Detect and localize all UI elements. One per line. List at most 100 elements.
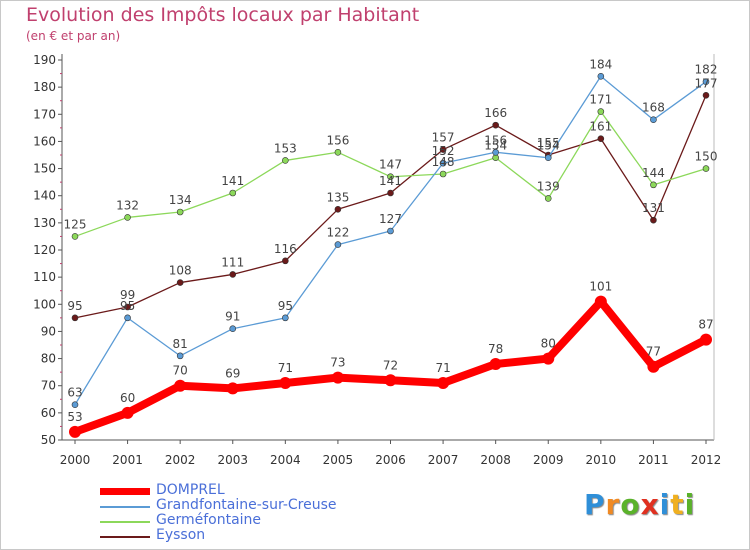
- data-point: [334, 205, 342, 213]
- data-label: 141: [379, 174, 402, 188]
- y-tick-label: 180: [33, 80, 56, 94]
- axes: 50 60 70 80 90 100 110 120 130 140 150 160 170 180 190…: [33, 53, 721, 467]
- data-point: [439, 146, 447, 153]
- data-label: 53: [67, 410, 82, 424]
- data-label: 87: [698, 318, 713, 332]
- data-point: [334, 148, 342, 156]
- data-point: [124, 303, 131, 311]
- y-tick-label: 60: [41, 406, 56, 420]
- x-tick-label: 2004: [270, 453, 301, 467]
- data-point: [71, 401, 79, 409]
- data-label: 63: [67, 386, 82, 400]
- data-labels: 9599108111116135141157166155161131177125…: [64, 57, 718, 424]
- data-point: [542, 352, 555, 365]
- logo-letter: r: [605, 488, 621, 521]
- data-point: [544, 195, 552, 202]
- data-label: 139: [537, 179, 560, 193]
- data-label: 80: [541, 337, 556, 351]
- data-point: [650, 116, 657, 124]
- x-tick-label: 2010: [586, 453, 617, 467]
- legend-label: DOMPREL: [156, 482, 225, 498]
- data-point: [176, 352, 184, 360]
- proxiti-logo: Proxiti: [584, 488, 695, 521]
- data-label: 60: [120, 391, 135, 405]
- data-label: 95: [67, 299, 82, 313]
- data-point: [594, 295, 607, 308]
- data-label: 161: [589, 120, 612, 134]
- data-label: 111: [221, 255, 244, 269]
- series-lines: [69, 72, 712, 438]
- data-point: [597, 135, 605, 143]
- y-tick-label: 130: [33, 216, 56, 230]
- data-point: [176, 208, 184, 216]
- legend-label: Eysson: [156, 527, 206, 543]
- y-tick-label: 70: [41, 379, 56, 393]
- x-tick-label: 2000: [60, 453, 91, 467]
- x-tick-label: 2002: [165, 453, 196, 467]
- y-tick-label: 120: [33, 243, 56, 257]
- data-label: 70: [173, 364, 188, 378]
- data-point: [700, 333, 712, 346]
- data-label: 101: [589, 280, 612, 294]
- data-label: 81: [173, 337, 188, 351]
- data-point: [226, 382, 239, 395]
- data-point: [492, 154, 499, 162]
- data-label: 127: [379, 212, 402, 226]
- data-point: [489, 358, 502, 370]
- y-tick-label: 190: [33, 53, 56, 67]
- data-point: [492, 121, 499, 129]
- data-label: 152: [432, 144, 455, 158]
- data-label: 157: [432, 131, 455, 145]
- data-point: [282, 314, 289, 322]
- x-tick-label: 2012: [691, 453, 722, 467]
- data-label: 155: [537, 136, 560, 150]
- logo-letter: i: [659, 488, 671, 521]
- data-label: 168: [642, 101, 665, 115]
- y-tick-label: 50: [41, 433, 56, 447]
- data-label: 135: [326, 190, 349, 204]
- data-point: [176, 279, 184, 286]
- logo-letter: P: [584, 488, 606, 521]
- data-label: 91: [225, 310, 240, 324]
- data-label: 156: [326, 133, 349, 147]
- data-point: [282, 157, 289, 164]
- data-point: [69, 425, 81, 438]
- x-tick-label: 2011: [638, 453, 669, 467]
- data-label: 148: [432, 155, 455, 169]
- x-tick-label: 2001: [112, 453, 143, 467]
- data-point: [387, 189, 394, 197]
- logo-letter: x: [640, 488, 660, 521]
- y-tick-label: 100: [33, 297, 56, 311]
- data-point: [71, 314, 79, 322]
- data-label: 150: [695, 150, 718, 164]
- data-point: [650, 216, 657, 224]
- legend-label: Germéfontaine: [156, 512, 262, 528]
- logo-letter: i: [684, 488, 696, 521]
- data-point: [387, 173, 394, 181]
- data-label: 77: [646, 345, 661, 359]
- chart-title: Evolution des Impôts locaux par Habitant: [26, 4, 420, 26]
- data-label: 69: [225, 366, 240, 380]
- data-label: 122: [326, 226, 349, 240]
- data-point: [702, 78, 710, 86]
- x-tick-label: 2008: [480, 453, 511, 467]
- data-label: 95: [278, 299, 293, 313]
- data-label: 156: [484, 133, 507, 147]
- data-point: [174, 379, 187, 392]
- data-label: 116: [274, 242, 297, 256]
- data-label: 73: [330, 356, 345, 370]
- data-point: [229, 189, 237, 197]
- data-point: [439, 170, 447, 178]
- data-label: 144: [642, 166, 665, 180]
- data-point: [597, 108, 605, 115]
- data-label: 154: [537, 139, 560, 153]
- data-point: [597, 72, 605, 80]
- y-tick-label: 170: [33, 107, 56, 121]
- data-label: 99: [120, 288, 135, 302]
- data-point: [650, 181, 657, 189]
- data-point: [544, 154, 552, 162]
- data-label: 134: [169, 193, 192, 207]
- data-point: [702, 91, 710, 99]
- legend-swatch: [100, 506, 150, 508]
